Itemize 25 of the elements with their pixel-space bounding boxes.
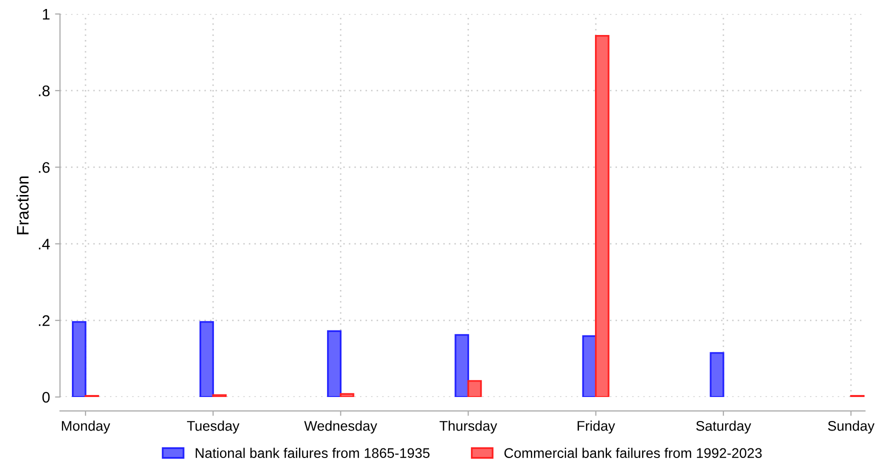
x-tick-label: Monday bbox=[62, 420, 110, 434]
x-tick-label: Saturday bbox=[696, 420, 752, 434]
bar bbox=[582, 335, 597, 397]
x-tick-label: Tuesday bbox=[187, 420, 240, 434]
y-tick-label: .8 bbox=[38, 85, 50, 96]
bar bbox=[340, 393, 354, 397]
bar bbox=[454, 334, 470, 397]
bar bbox=[200, 321, 214, 397]
x-tick-label: Friday bbox=[578, 420, 616, 434]
x-tick-label: Sunday bbox=[828, 420, 874, 434]
y-tick-label: .6 bbox=[38, 162, 50, 173]
bar bbox=[467, 380, 482, 397]
x-tick-label: Wednesday bbox=[304, 420, 378, 434]
y-tick-label: 1 bbox=[42, 9, 50, 20]
bar bbox=[710, 352, 724, 397]
bar bbox=[594, 34, 610, 397]
legend-label: National bank failures from 1865-1935 bbox=[196, 448, 430, 458]
bar bbox=[327, 330, 342, 397]
y-tick-label: 0 bbox=[42, 392, 50, 403]
bar bbox=[72, 321, 86, 397]
y-tick-label: .4 bbox=[38, 238, 50, 250]
y-axis-title: Fraction bbox=[16, 176, 29, 234]
legend-label: Commercial bank failures from 1992-2023 bbox=[504, 448, 762, 458]
y-tick-label: .2 bbox=[38, 315, 50, 326]
x-tick-label: Thursday bbox=[440, 420, 498, 434]
